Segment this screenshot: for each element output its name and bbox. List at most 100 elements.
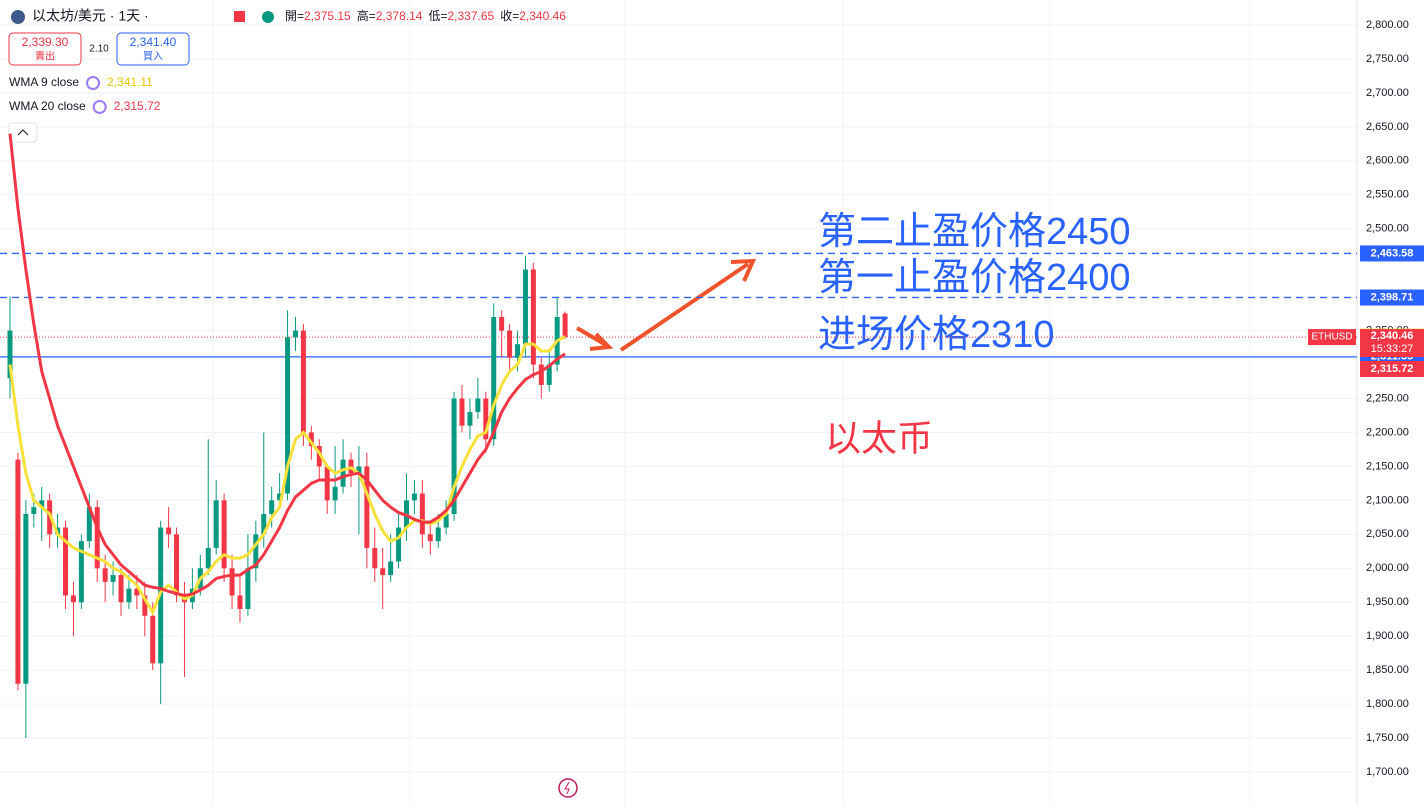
price-tag-bg — [1360, 289, 1424, 306]
candle-body — [269, 500, 275, 514]
y-tick-label: 2,800.00 — [1366, 19, 1409, 31]
candle-body — [356, 466, 362, 474]
y-tick-label: 2,200.00 — [1366, 426, 1409, 438]
wma-line — [8, 335, 566, 616]
candle-body — [522, 269, 528, 345]
candle-body — [213, 500, 219, 548]
y-tick-label: 1,700.00 — [1366, 766, 1409, 778]
candle-body — [78, 541, 84, 603]
status-icon — [262, 11, 274, 23]
annotation: 第二止盈价格2450 — [818, 211, 1131, 253]
indicator-settings[interactable] — [92, 100, 107, 114]
sell-button[interactable] — [8, 32, 82, 66]
candle-body — [443, 513, 449, 528]
candle-body — [285, 337, 291, 494]
price-tag: 2,315.72 — [1371, 363, 1414, 375]
buy-price: 2,341.40 — [130, 35, 177, 49]
ohlc-label: 高= — [357, 8, 376, 23]
y-tick-label: 1,800.00 — [1366, 698, 1409, 710]
y-tick-label: 2,550.00 — [1366, 189, 1409, 201]
lightning-icon — [564, 781, 570, 795]
price-tag-bg — [1360, 361, 1424, 377]
y-tick-label: 1,950.00 — [1366, 596, 1409, 608]
flag-icon — [234, 11, 245, 22]
candle-body — [70, 595, 76, 603]
symbol-tag-bg — [1308, 329, 1356, 346]
ohlc-value: 2,375.15 — [304, 9, 351, 23]
y-tick-label: 2,500.00 — [1366, 223, 1409, 235]
buy-button[interactable] — [116, 32, 190, 66]
candle-body — [459, 398, 465, 426]
sell-price: 2,339.30 — [22, 35, 69, 49]
candle-body — [63, 527, 69, 596]
buy-label: 買入 — [143, 51, 163, 63]
candle-body — [411, 493, 417, 501]
candle-body — [364, 466, 370, 548]
y-tick-label: 1,750.00 — [1366, 732, 1409, 744]
collapse-button[interactable] — [8, 122, 38, 143]
annotation: 第一止盈价格2400 — [818, 257, 1131, 299]
candle-body — [245, 568, 251, 610]
symbol-tag: ETHUSD — [1311, 332, 1352, 343]
candle-body — [491, 317, 497, 440]
candle-body — [324, 466, 330, 501]
candle-body — [316, 446, 322, 467]
y-tick-label: 2,000.00 — [1366, 562, 1409, 574]
y-tick-label: 2,600.00 — [1366, 155, 1409, 167]
last-price-bg — [1360, 329, 1424, 358]
arrow-head — [730, 258, 757, 282]
candle-body — [300, 330, 306, 433]
y-tick-label: 2,050.00 — [1366, 528, 1409, 540]
candle-body — [467, 412, 473, 426]
candle-body — [419, 493, 425, 535]
spread: 2.10 — [89, 44, 109, 55]
ohlc-value: 2,337.65 — [447, 9, 494, 23]
candle-body — [483, 398, 489, 440]
candle-body — [102, 568, 108, 582]
candle-body — [388, 561, 394, 576]
candle-body — [332, 486, 338, 501]
y-tick-label: 2,150.00 — [1366, 460, 1409, 472]
price-tag-bg — [1360, 245, 1424, 262]
ohlc-label: 開= — [285, 9, 304, 23]
candle-body — [372, 547, 378, 569]
arrow-head — [589, 332, 614, 351]
candle-body — [134, 588, 140, 596]
y-tick-label: 2,650.00 — [1366, 121, 1409, 133]
candle-body — [515, 344, 521, 358]
price-tag: 2,463.58 — [1371, 247, 1414, 259]
y-tick-label: 1,900.00 — [1366, 630, 1409, 642]
y-tick-label: 1,850.00 — [1366, 664, 1409, 676]
indicator-settings[interactable] — [86, 76, 101, 90]
indicator-value: 2,341.11 — [107, 75, 153, 89]
symbol-icon — [11, 10, 25, 24]
lightning-button[interactable] — [558, 778, 578, 798]
collapse-icon — [17, 129, 29, 136]
y-tick-label: 2,750.00 — [1366, 53, 1409, 65]
indicator-name: WMA 20 close — [9, 99, 86, 113]
candle-body — [126, 588, 132, 603]
indicator-name: WMA 9 close — [9, 75, 79, 89]
candle-body — [229, 568, 235, 596]
candle-body — [23, 513, 29, 684]
y-tick-label: 2,700.00 — [1366, 87, 1409, 99]
candle-body — [150, 615, 156, 664]
candle-body — [7, 330, 13, 379]
candle-body — [435, 527, 441, 542]
candle-body — [221, 500, 227, 569]
candle-body — [308, 432, 314, 447]
candle-body — [530, 269, 536, 365]
candle-body — [237, 595, 243, 610]
candle-body — [174, 534, 180, 596]
countdown: 15:33:27 — [1371, 343, 1414, 355]
candle-body — [166, 527, 172, 535]
candle-body — [451, 398, 457, 514]
candle-body — [475, 398, 481, 413]
candle-body — [142, 595, 148, 616]
candle-body — [15, 459, 21, 684]
ohlc-label: 低= — [428, 9, 447, 23]
arrow — [619, 262, 750, 352]
wma-line — [8, 133, 566, 597]
